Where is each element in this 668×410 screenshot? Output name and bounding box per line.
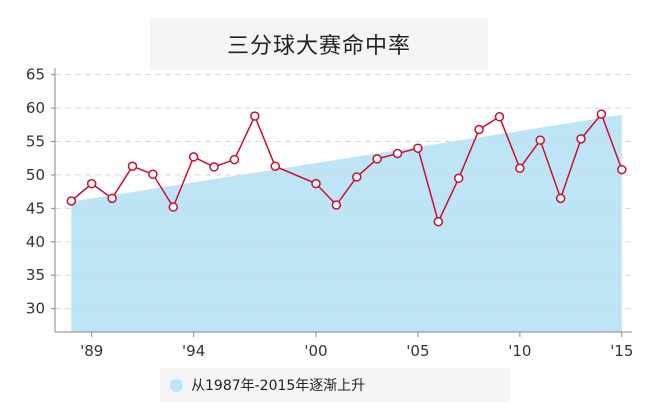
x-tick-label-2015: '15 — [610, 342, 633, 360]
data-point-1992 — [148, 169, 158, 180]
y-tick-label-40: 40 — [26, 233, 45, 251]
x-tick-label-2000: '00 — [304, 342, 327, 360]
y-tick-label-60: 60 — [26, 99, 45, 117]
data-point-2013 — [576, 134, 586, 144]
chart-title: 三分球大赛命中率 — [226, 34, 411, 59]
data-point-1988 — [66, 196, 77, 206]
data-point-2011 — [535, 135, 546, 145]
data-point-2006 — [433, 216, 444, 227]
y-tick-label-65: 65 — [26, 66, 45, 84]
data-point-1993 — [168, 202, 179, 212]
data-point-1991 — [127, 161, 138, 171]
x-tick-label-1989: '89 — [80, 342, 103, 360]
chart-legend: 从1987年-2015年逐渐上升 — [160, 368, 510, 402]
data-point-2008 — [474, 124, 484, 135]
data-point-1989 — [86, 178, 97, 189]
legend-swatch-trend-area — [170, 378, 183, 392]
data-point-2009 — [494, 112, 505, 122]
trend-area — [71, 114, 622, 332]
chart-title-box: 三分球大赛命中率 — [150, 18, 488, 70]
data-point-2007 — [453, 173, 464, 184]
y-tick-label-50: 50 — [26, 166, 45, 184]
y-tick-label-55: 55 — [26, 133, 45, 151]
data-point-2014 — [596, 109, 607, 119]
data-point-1998 — [270, 161, 280, 171]
legend-label-trend-area: 从1987年-2015年逐渐上升 — [191, 378, 366, 394]
data-point-2005 — [413, 143, 423, 153]
data-point-1997 — [250, 111, 260, 121]
data-point-2015 — [617, 164, 627, 175]
x-tick-label-2010: '10 — [508, 342, 531, 360]
x-tick-label-1994: '94 — [182, 342, 205, 360]
x-tick-label-2005: '05 — [406, 342, 429, 360]
data-point-1996 — [229, 154, 240, 165]
data-point-2004 — [392, 148, 403, 159]
data-point-2012 — [555, 193, 566, 204]
data-point-1990 — [107, 193, 117, 204]
data-point-2001 — [331, 200, 342, 210]
y-tick-label-30: 30 — [26, 300, 45, 318]
data-point-2000 — [311, 178, 321, 189]
data-point-2010 — [515, 163, 525, 174]
data-point-2003 — [372, 154, 382, 164]
data-point-2002 — [352, 172, 362, 182]
data-point-1994 — [188, 152, 199, 162]
y-tick-label-45: 45 — [26, 199, 45, 217]
data-point-1995 — [209, 162, 219, 172]
y-tick-label-35: 35 — [26, 266, 45, 284]
